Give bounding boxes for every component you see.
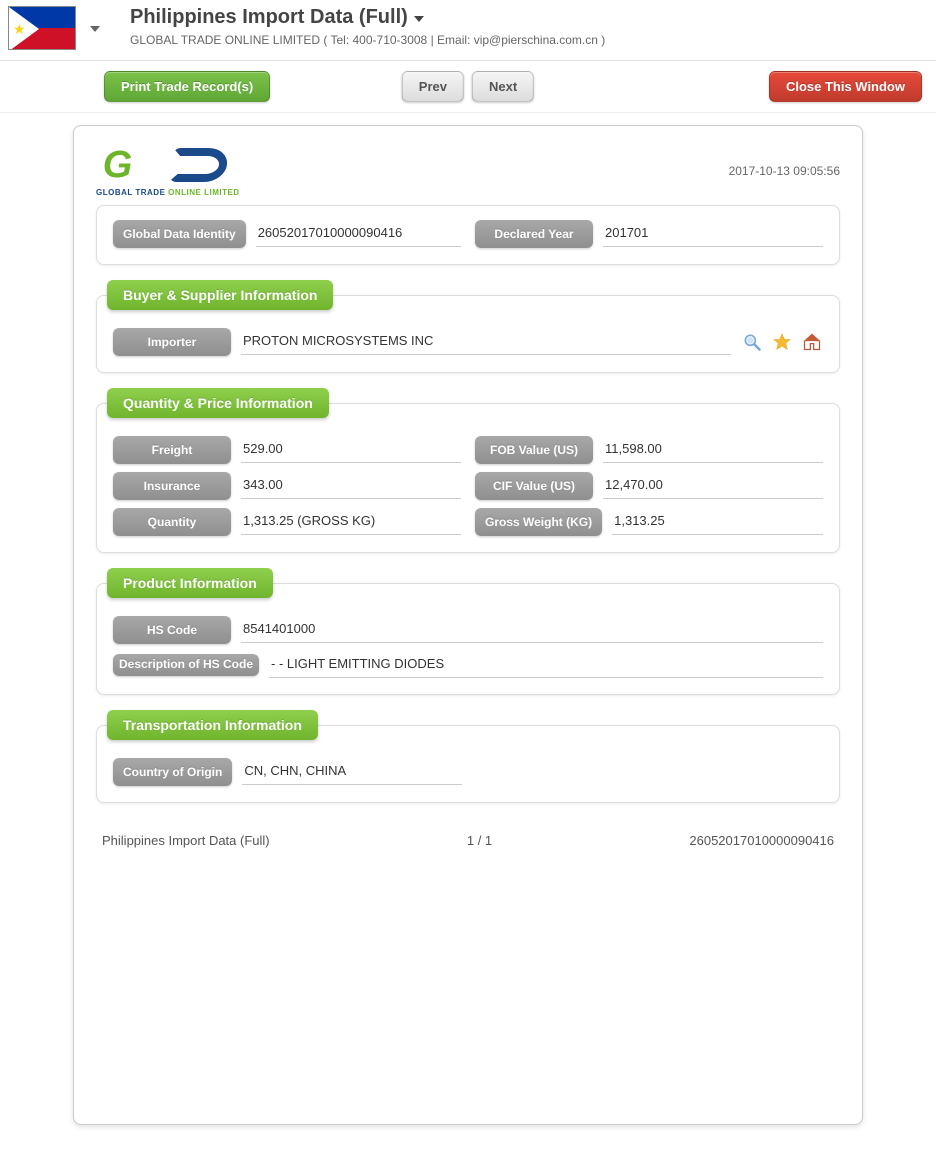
close-button[interactable]: Close This Window [769,71,922,102]
sheet-header: G GLOBAL TRADE ONLINE LIMITED 2017-10-13… [96,144,840,197]
transport-panel: Transportation Information Country of Or… [96,725,840,803]
product-panel: Product Information HS Code 8541401000 D… [96,583,840,695]
hs-desc-label: Description of HS Code [113,654,259,675]
sheet-footer: Philippines Import Data (Full) 1 / 1 260… [96,833,840,848]
footer-left: Philippines Import Data (Full) [102,833,270,848]
logo-text-2: ONLINE LIMITED [168,188,239,197]
gto-logo: G GLOBAL TRADE ONLINE LIMITED [96,144,240,197]
toolbar: Print Trade Record(s) Prev Next Close Th… [0,61,936,113]
timestamp: 2017-10-13 09:05:56 [729,164,840,178]
header-text: Philippines Import Data (Full) GLOBAL TR… [130,6,928,47]
cif-value: 12,470.00 [603,473,823,499]
gdi-value: 26052017010000090416 [256,221,461,247]
insurance-value: 343.00 [241,473,461,499]
record-sheet: G GLOBAL TRADE ONLINE LIMITED 2017-10-13… [73,125,863,1125]
page-title: Philippines Import Data (Full) [130,6,928,29]
quantity-price-panel: Quantity & Price Information Freight 529… [96,403,840,553]
gross-weight-value: 1,313.25 [612,509,823,535]
hs-desc-value: - - LIGHT EMITTING DIODES [269,652,823,678]
logo-text-1: GLOBAL TRADE [96,188,165,197]
gto-logo-icon: G [103,144,233,186]
freight-value: 529.00 [241,437,461,463]
page-header: Philippines Import Data (Full) GLOBAL TR… [0,0,936,61]
buyer-supplier-title: Buyer & Supplier Information [107,280,333,310]
country-selector[interactable] [8,6,100,50]
nav-buttons: Prev Next [402,71,534,102]
identity-panel: Global Data Identity 2605201701000009041… [96,205,840,265]
home-icon[interactable] [801,331,823,353]
quantity-price-title: Quantity & Price Information [107,388,329,418]
origin-label: Country of Origin [113,758,232,786]
star-icon[interactable] [771,331,793,353]
gdi-label: Global Data Identity [113,220,246,248]
quantity-value: 1,313.25 (GROSS KG) [241,509,461,535]
gross-weight-label: Gross Weight (KG) [475,508,602,536]
chevron-down-icon[interactable] [90,19,100,37]
print-button[interactable]: Print Trade Record(s) [104,71,270,102]
importer-value: PROTON MICROSYSTEMS INC [241,329,731,355]
transport-title: Transportation Information [107,710,318,740]
prev-button[interactable]: Prev [402,71,464,102]
importer-label: Importer [113,328,231,356]
search-icon[interactable] [741,331,763,353]
declared-year-label: Declared Year [475,220,593,248]
declared-year-value: 201701 [603,221,823,247]
philippines-flag-icon [8,6,76,50]
hs-code-value: 8541401000 [241,617,823,643]
footer-right: 26052017010000090416 [689,833,834,848]
importer-actions [741,331,823,353]
origin-value: CN, CHN, CHINA [242,759,462,785]
fob-label: FOB Value (US) [475,436,593,464]
freight-label: Freight [113,436,231,464]
fob-value: 11,598.00 [603,437,823,463]
page-subtitle: GLOBAL TRADE ONLINE LIMITED ( Tel: 400-7… [130,33,928,47]
cif-label: CIF Value (US) [475,472,593,500]
footer-center: 1 / 1 [467,833,492,848]
logo-caption: GLOBAL TRADE ONLINE LIMITED [96,188,240,197]
product-title: Product Information [107,568,273,598]
buyer-supplier-panel: Buyer & Supplier Information Importer PR… [96,295,840,373]
next-button[interactable]: Next [472,71,534,102]
quantity-label: Quantity [113,508,231,536]
page-title-text: Philippines Import Data (Full) [130,6,408,29]
hs-code-label: HS Code [113,616,231,644]
insurance-label: Insurance [113,472,231,500]
chevron-down-icon[interactable] [414,11,424,25]
